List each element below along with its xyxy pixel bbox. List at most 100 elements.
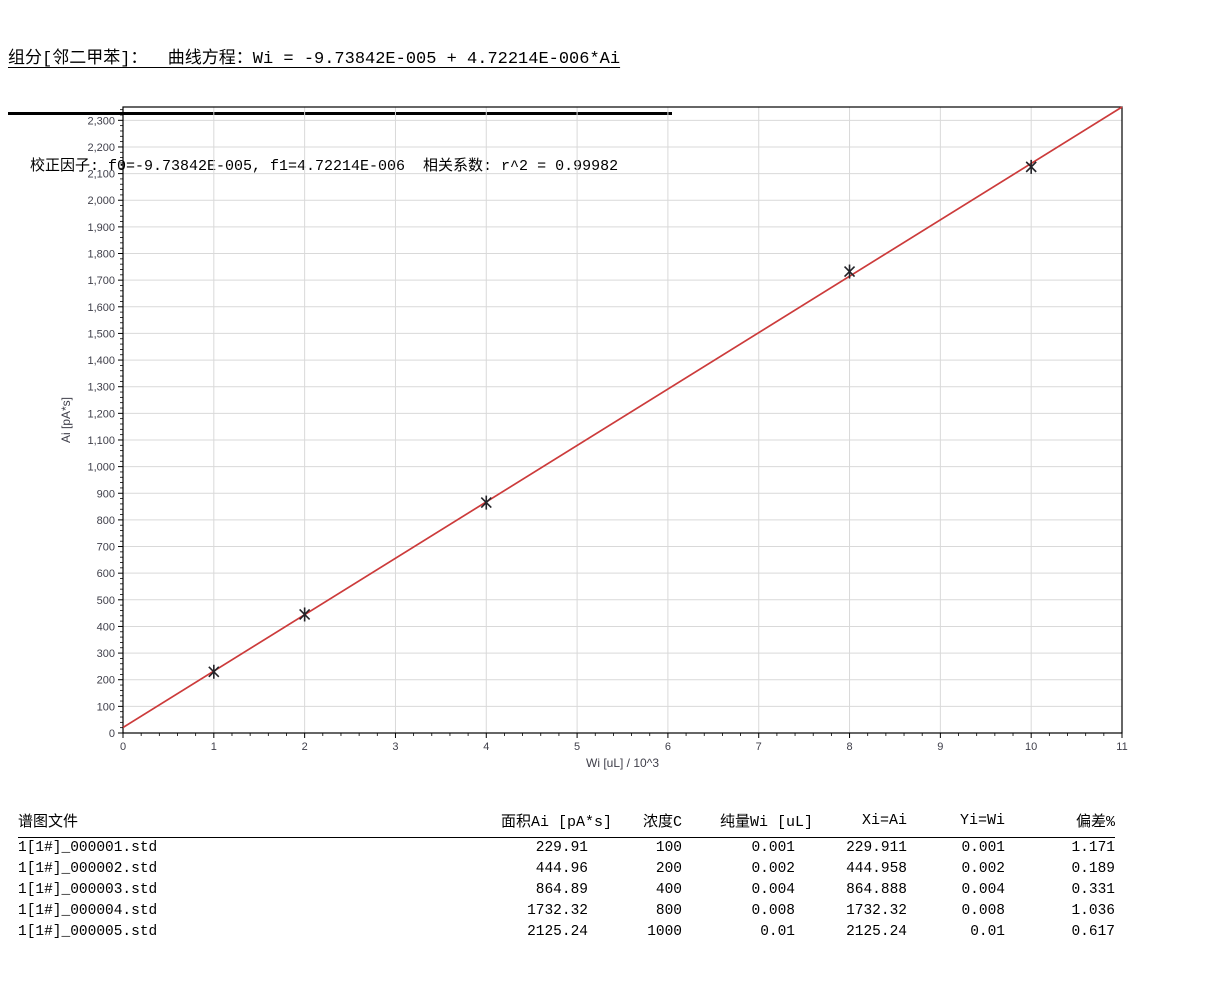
y-tick-label: 1,600 [87,302,115,314]
calibration-curve-chart: 0 1 2 3 4 5 6 7 8 9 10 11 0 100 200 300 400 500 600 700 800 9… [59,106,1128,770]
table-cell: 1[1#]_000005.std [18,924,158,940]
table-cell: 2125.24 [527,924,588,940]
table-cell: 1000 [647,924,682,940]
table-cell: 864.888 [846,882,907,898]
table-cell: 1[1#]_000003.std [18,882,158,898]
y-tick-label: 100 [97,701,115,713]
table-cell: 100 [655,840,682,856]
y-tick-label: 1,800 [87,249,115,261]
column-header: 面积Ai [pA*s] [460,808,612,838]
table-cell: 1732.32 [846,903,907,919]
table-cell: 444.958 [846,861,907,877]
table-row: 1[1#]_000003.std 864.89 400 0.004 864.888 0.0… [18,880,1115,901]
table-cell: 0.189 [1071,861,1115,877]
y-tick-label: 1,300 [87,382,115,394]
y-tick-label: 2,100 [87,169,115,181]
component-curve-equation-title: 组分[邻二甲苯]： 曲线方程：Wi = -9.73842E-005 + 4.72… [8,50,621,69]
calibration-standards-table: 谱图文件 面积Ai [pA*s] 浓度C 纯量Wi [uL] Xi=Ai Yi=Wi 偏差%… [18,808,1115,943]
table-cell: 0.008 [961,903,1005,919]
column-header: 浓度C [612,808,682,838]
correction-factor-line: 校正因子: f0=-9.73842E-005, f1=4.72214E-006 … [30,158,619,175]
title-underline-rule [8,112,672,115]
y-tick-label: 2,300 [87,115,115,127]
table-cell: 0.002 [751,861,795,877]
table-cell: 0.01 [760,924,795,940]
table-cell: 0.001 [961,840,1005,856]
table-cell: 864.89 [535,882,588,898]
x-tick-label: 7 [756,741,762,753]
table-header-row: 谱图文件 面积Ai [pA*s] 浓度C 纯量Wi [uL] Xi=Ai Yi=Wi 偏差% [18,808,1115,838]
y-tick-label: 0 [109,728,115,740]
y-tick-label: 300 [97,648,115,660]
y-tick-label: 1,500 [87,328,115,340]
y-tick-label: 400 [97,621,115,633]
y-tick-label: 900 [97,488,115,500]
table-cell: 800 [655,903,682,919]
y-tick-label: 2,200 [87,142,115,154]
table-body: 1[1#]_000001.std 229.91 100 0.001 229.911 0.0… [18,838,1115,944]
report-header: 组分[邻二甲苯]： 曲线方程：Wi = -9.73842E-005 + 4.72… [8,12,672,213]
y-tick-label: 800 [97,515,115,527]
x-tick-label: 9 [937,741,943,753]
regression-fit-line [122,106,1123,729]
y-tick-label: 1,700 [87,275,115,287]
x-tick-label: 2 [302,741,308,753]
y-tick-label: 1,900 [87,222,115,234]
table-header: 谱图文件 面积Ai [pA*s] 浓度C 纯量Wi [uL] Xi=Ai Yi=Wi 偏差% [18,808,1115,838]
table-cell: 0.331 [1071,882,1115,898]
x-tick-label: 0 [120,741,126,753]
y-tick-label: 2,000 [87,195,115,207]
y-tick-label: 600 [97,568,115,580]
table-cell: 0.01 [970,924,1005,940]
table-row: 1[1#]_000001.std 229.91 100 0.001 229.911 0.0… [18,838,1115,860]
table-cell: 2125.24 [846,924,907,940]
table-cell: 0.004 [961,882,1005,898]
x-tick-label: 3 [392,741,398,753]
data-point-marker [480,495,492,510]
y-tick-label: 700 [97,542,115,554]
y-tick-label: 1,100 [87,435,115,447]
data-point-marker [299,607,311,622]
y-tick-label: 200 [97,675,115,687]
table-cell: 0.617 [1071,924,1115,940]
table-row: 1[1#]_000004.std 1732.32 800 0.008 1732.32 0.… [18,901,1115,922]
column-header: 偏差% [1005,808,1115,838]
column-header: Yi=Wi [907,808,1005,838]
x-tick-label: 8 [846,741,852,753]
table-cell: 200 [655,861,682,877]
table-cell: 229.911 [846,840,907,856]
data-point-marker [843,264,856,279]
plot-border [122,106,1123,734]
table-cell: 1.036 [1071,903,1115,919]
y-axis-title: Ai [pA*s] [59,397,73,443]
table-cell: 1732.32 [527,903,588,919]
y-tick-label: 500 [97,595,115,607]
x-tick-label: 10 [1025,741,1037,753]
y-tick-label: 1,400 [87,355,115,367]
table-cell: 0.002 [961,861,1005,877]
table-cell: 1[1#]_000002.std [18,861,158,877]
x-tick-label: 6 [665,741,671,753]
table-cell: 0.008 [751,903,795,919]
table-row: 1[1#]_000002.std 444.96 200 0.002 444.958 0.0… [18,859,1115,880]
y-tick-label: 1,200 [87,408,115,420]
table-cell: 400 [655,882,682,898]
data-point-marker [1025,159,1037,174]
column-header: 纯量Wi [uL] [682,808,813,838]
column-header: 谱图文件 [18,808,460,838]
x-tick-label: 4 [483,741,489,753]
x-tick-label: 1 [211,741,217,753]
table-cell: 1[1#]_000004.std [18,903,158,919]
x-axis-title: Wi [uL] / 10^3 [586,756,659,770]
table-row: 1[1#]_000005.std 2125.24 1000 0.01 2125.24 0.… [18,922,1115,943]
y-tick-label: 1,000 [87,462,115,474]
table-cell: 0.004 [751,882,795,898]
table-cell: 444.96 [535,861,588,877]
x-tick-label: 11 [1116,741,1127,753]
table-cell: 229.91 [535,840,588,856]
x-tick-label: 5 [574,741,580,753]
data-point-marker [208,664,220,679]
table-cell: 0.001 [751,840,795,856]
table-cell: 1[1#]_000001.std [18,840,158,856]
column-header: Xi=Ai [813,808,907,838]
